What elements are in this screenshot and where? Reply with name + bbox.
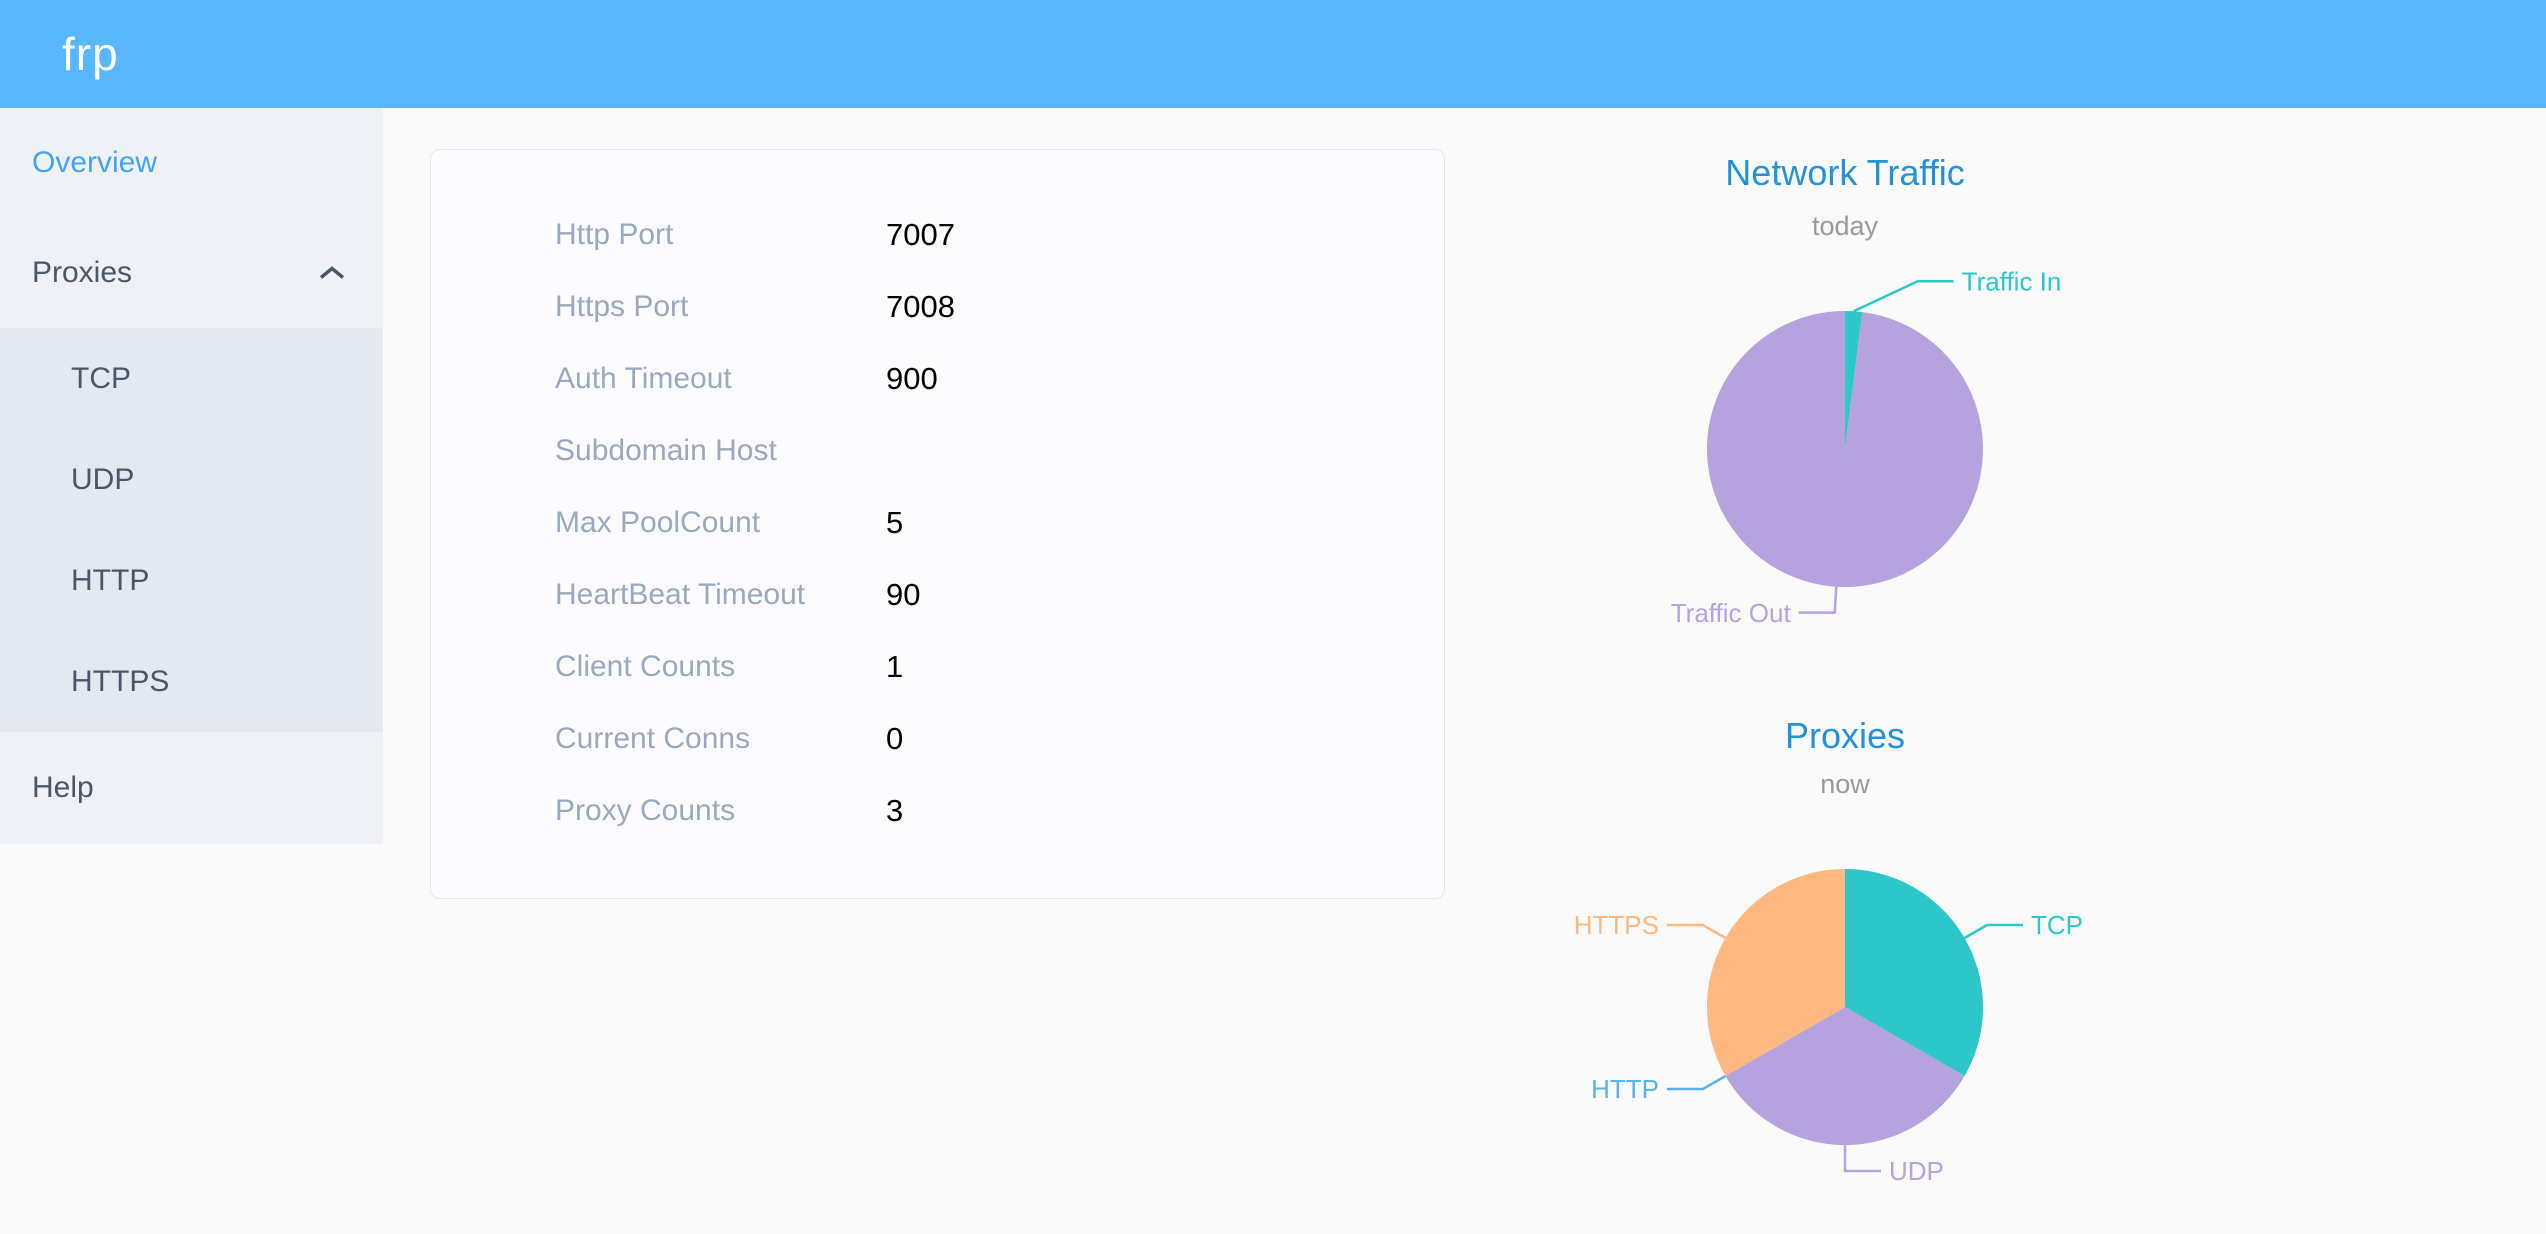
config-label: Proxy Counts	[555, 794, 736, 827]
config-label: Subdomain Host	[555, 434, 777, 467]
proxies-pie-chart: TCP UDP HTTP HTTPS	[1574, 869, 2083, 1186]
pie-slice-udp[interactable]	[1725, 1007, 1965, 1145]
config-row: Http Port 7007	[431, 199, 1444, 271]
config-row: Current Conns 0	[431, 703, 1444, 775]
config-row: Auth Timeout 900	[431, 343, 1444, 415]
pie-label-udp: UDP	[1889, 1156, 1944, 1186]
config-value: 7008	[886, 289, 955, 324]
config-value: 1	[886, 649, 904, 684]
config-value: 5	[886, 505, 904, 540]
sidebar-item-tcp[interactable]: TCP	[71, 361, 131, 395]
server-config-card: Http Port 7007 Https Port 7008 Auth Timeout 9…	[430, 149, 1445, 899]
config-value: 0	[886, 721, 904, 756]
sidebar-item-udp[interactable]: UDP	[71, 462, 135, 496]
pie-label-traffic-in: Traffic In	[1962, 270, 2062, 296]
config-label: Current Conns	[555, 722, 751, 755]
sidebar-menu: Overview Proxies TCP UDP HTTP HTTPS Help	[0, 108, 383, 844]
config-value: 900	[886, 361, 938, 396]
sidebar-item-overview[interactable]: Overview	[0, 108, 383, 218]
sidebar-item-label: Help	[32, 771, 94, 804]
pie-leader-http	[1666, 1074, 1727, 1091]
pie-leader-traffic-out	[1798, 586, 1838, 614]
config-label: Max PoolCount	[555, 506, 761, 539]
proxies-title: Proxies	[1784, 715, 1906, 756]
chevron-up-icon	[319, 266, 345, 281]
sidebar-item-https[interactable]: HTTPS	[71, 664, 170, 698]
config-row: Max PoolCount 5	[431, 487, 1444, 559]
sidebar-item-proxies[interactable]: Proxies	[0, 218, 383, 328]
sidebar-item-label: Overview	[32, 146, 158, 179]
pie-leader-traffic-in	[1853, 280, 1954, 313]
sidebar-item-http[interactable]: HTTP	[71, 563, 150, 597]
pie-leader-https	[1666, 923, 1727, 940]
network-traffic-pie-chart: Traffic In Traffic Out	[1671, 270, 2062, 628]
network-traffic-title: Network Traffic	[1725, 152, 1965, 193]
brand-logo: frp	[62, 28, 119, 80]
pie-slice-traffic-in[interactable]	[1845, 311, 1863, 449]
sidebar-item-label: Proxies	[32, 256, 133, 289]
config-row: Proxy Counts 3	[431, 775, 1444, 847]
config-row: Https Port 7008	[431, 271, 1444, 343]
pie-label-traffic-out: Traffic Out	[1671, 598, 1792, 628]
config-value: 3	[886, 793, 904, 828]
pie-leader-tcp	[1963, 923, 2024, 940]
config-row: Subdomain Host	[431, 415, 1444, 487]
network-traffic-subtitle: today	[1811, 211, 1879, 241]
pie-slice-tcp[interactable]	[1845, 869, 1983, 1076]
sidebar-submenu-proxies: TCP UDP HTTP HTTPS	[0, 328, 383, 732]
config-row: HeartBeat Timeout 90	[431, 559, 1444, 631]
config-label: HeartBeat Timeout	[555, 578, 806, 611]
pie-label-tcp: TCP	[2031, 910, 2083, 940]
config-row: Client Counts 1	[431, 631, 1444, 703]
config-label: Client Counts	[555, 650, 736, 683]
config-label: Auth Timeout	[555, 362, 732, 395]
proxies-subtitle: now	[1820, 769, 1870, 799]
config-label: Https Port	[555, 290, 689, 323]
sidebar-item-help[interactable]: Help	[0, 732, 383, 844]
config-label: Http Port	[555, 218, 674, 251]
config-value: 90	[886, 577, 921, 612]
pie-slice-traffic-out[interactable]	[1707, 311, 1983, 587]
pie-label-https: HTTPS	[1574, 910, 1659, 940]
pie-label-http: HTTP	[1591, 1074, 1659, 1104]
app-header: frp	[0, 0, 2546, 108]
pie-slice-https[interactable]	[1707, 869, 1845, 1076]
pie-leader-udp	[1843, 1145, 1881, 1173]
config-value: 7007	[886, 217, 955, 252]
